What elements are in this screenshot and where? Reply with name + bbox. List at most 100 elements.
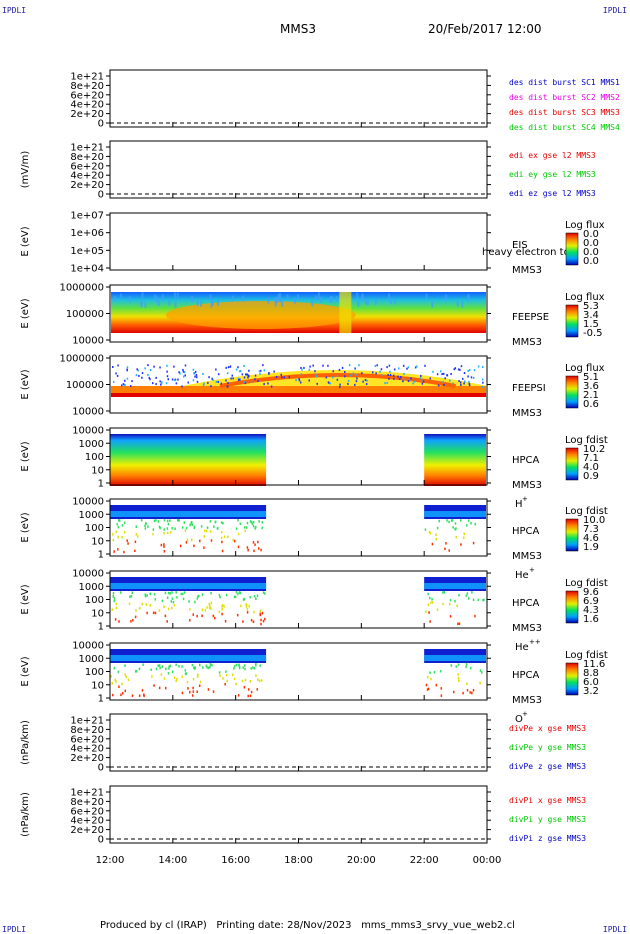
y-tick-label: 1e+04: [70, 264, 104, 275]
spectrogram-speck: [113, 666, 116, 670]
spectrogram-speck: [362, 380, 364, 383]
spectrogram-speck: [386, 381, 388, 384]
spectrogram-speck: [460, 365, 463, 368]
spectrogram-speck: [223, 605, 225, 608]
panel-frame-divpe: [109, 713, 488, 772]
spectrogram-speck: [186, 680, 189, 684]
spectrogram-speck: [217, 373, 220, 376]
colorbar-tick: 1.5: [583, 319, 599, 330]
spectrogram-speck: [171, 378, 174, 381]
spectrogram-speck: [129, 385, 132, 388]
y-tick-label: 6e+20: [70, 161, 104, 172]
spectrogram-speck: [239, 378, 241, 381]
spectrogram-speck: [218, 610, 221, 614]
spectrogram-speck: [430, 601, 432, 604]
colorbar-tick: 4.6: [583, 533, 599, 544]
spectrogram-speck: [339, 385, 341, 388]
spectrogram-speck: [295, 379, 297, 382]
spectrogram-speck: [144, 527, 147, 530]
colorbar-tick: 0.0: [583, 238, 599, 249]
spectrogram-speck: [178, 665, 180, 668]
spectrogram-speck: [168, 299, 171, 306]
spectrogram-speck: [222, 677, 224, 680]
spectrogram-speck: [112, 381, 115, 384]
y-tick-label: 1: [98, 622, 104, 633]
spectrogram-speck: [365, 383, 368, 386]
spectrogram-speck: [207, 688, 210, 691]
spectrogram-speck: [163, 519, 166, 522]
spectrogram-speck: [407, 379, 410, 382]
spectrogram-speck: [454, 528, 456, 531]
spectrogram-speck: [459, 368, 461, 371]
spectrogram-speck: [148, 376, 150, 379]
spectrogram-speck: [182, 597, 185, 601]
spectrogram-speck: [212, 614, 215, 618]
spectrogram-speck: [185, 672, 188, 675]
spectrogram-speck: [219, 674, 221, 677]
spectrogram-speck: [249, 680, 251, 683]
spectrogram-speck: [448, 549, 451, 552]
spectrogram-speck: [173, 603, 176, 607]
spectrogram-speck: [161, 294, 164, 301]
spectrogram-speck: [127, 678, 130, 682]
spectrogram-speck: [457, 663, 460, 666]
spectrogram-speck: [247, 374, 249, 377]
spectrogram-speck: [246, 521, 249, 525]
species-label: O: [515, 714, 523, 725]
spectrogram-speck: [220, 531, 223, 534]
spectrogram-speck: [275, 375, 278, 378]
spectrogram-speck: [207, 666, 210, 670]
spectrogram-speck: [209, 520, 212, 523]
spectrogram-speck: [458, 379, 460, 382]
spectrogram-speck: [258, 520, 260, 523]
spectrogram-speck: [468, 384, 471, 387]
spectrogram-speck: [463, 372, 466, 375]
spectrogram-speck: [120, 293, 123, 300]
spectrogram-speck: [124, 673, 126, 676]
colorbar-tick: 6.0: [583, 677, 599, 688]
panel-feepsi: 1000000 100000 10000 E (eV) FEEPSI MMS3 Log fl…: [20, 354, 605, 420]
y-tick-label: 100: [85, 452, 104, 463]
spectrogram-speck: [436, 373, 439, 376]
spectrogram-speck: [364, 298, 367, 305]
spectrogram-speck: [429, 377, 432, 380]
spectrogram-speck: [175, 382, 178, 385]
colorbar-tick: 10.2: [583, 444, 605, 455]
x-tick-label: 16:00: [221, 855, 250, 866]
spectrogram-speck: [465, 594, 468, 597]
colorbar-tick: 8.8: [583, 668, 599, 679]
spectrogram-speck: [397, 375, 399, 378]
spectrogram-speck: [248, 604, 250, 608]
spectrogram-speck: [256, 688, 258, 691]
spectrogram-speck: [154, 611, 157, 615]
spectrogram-speck: [138, 374, 140, 377]
spectrogram-speck: [343, 370, 346, 373]
spectrogram-speck: [244, 382, 247, 385]
instrument-label: HPCA: [512, 526, 540, 537]
spectrogram-feepsi-arc-inner: [219, 373, 456, 388]
spectrogram-speck: [183, 371, 186, 374]
spectrogram-speck: [314, 373, 317, 376]
spectrogram-speck: [128, 296, 131, 303]
spectrogram-speck: [189, 608, 191, 611]
spectrogram-speck: [220, 536, 223, 540]
spectrogram-speck: [406, 367, 408, 370]
spectrogram-speck: [301, 368, 303, 371]
spectrogram-speck: [166, 596, 169, 599]
spectrogram-speck: [147, 525, 149, 528]
spectrogram-speck: [195, 376, 198, 379]
spectrogram-speck: [171, 670, 174, 674]
spectrogram-speck: [200, 300, 203, 307]
spectrogram-speck: [422, 380, 425, 383]
spectrogram-speck: [253, 667, 256, 670]
spectrogram-speck: [184, 672, 187, 676]
spectrogram-speck: [255, 597, 257, 600]
spectrogram-speck: [364, 378, 367, 381]
y-tick-label: 10000: [72, 497, 104, 508]
spectrogram-speck: [115, 530, 118, 534]
x-tick-label: 14:00: [158, 855, 187, 866]
spectrogram-hpca_h-interval-1: [424, 434, 486, 486]
spectrogram-speck: [247, 694, 249, 698]
spectrogram-speck: [452, 690, 455, 694]
colorbar-tick: 1.9: [583, 542, 599, 553]
